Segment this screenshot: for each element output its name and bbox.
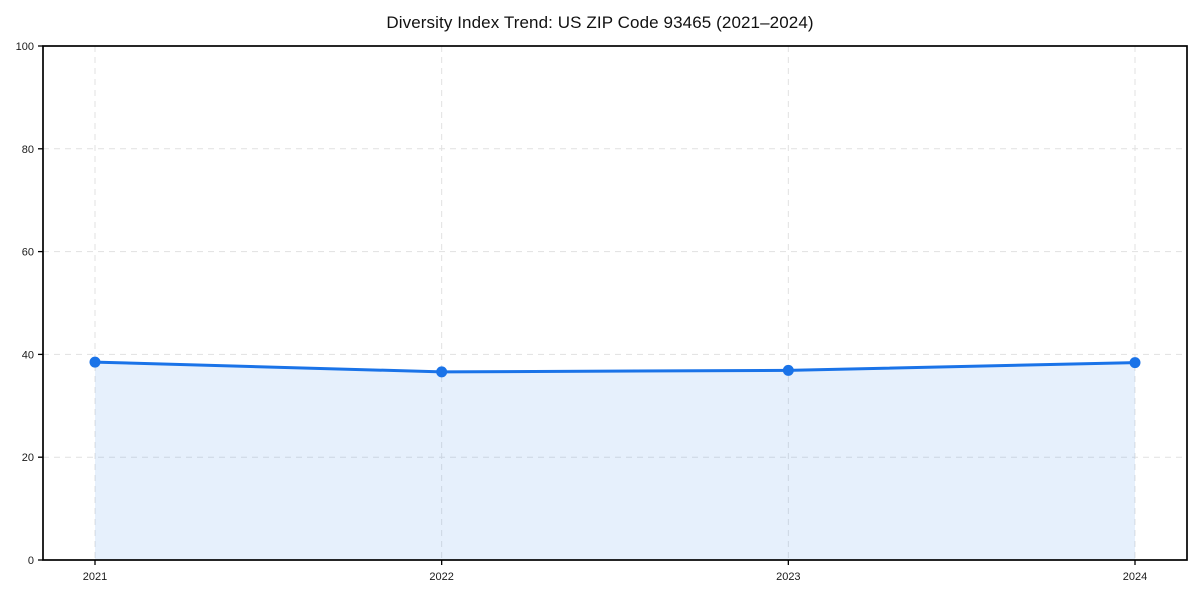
- x-tick-label: 2024: [1123, 571, 1147, 583]
- area-fill: [95, 362, 1135, 560]
- y-tick-label: 100: [16, 41, 34, 53]
- data-point-marker: [89, 356, 101, 368]
- y-tick-label: 60: [22, 247, 34, 259]
- chart-title: Diversity Index Trend: US ZIP Code 93465…: [386, 13, 814, 32]
- trend-line: [93, 360, 1137, 374]
- x-tick-label: 2021: [83, 571, 107, 583]
- axes-frame: [42, 45, 1188, 561]
- x-tick-label: 2023: [776, 571, 800, 583]
- y-tick-label: 20: [22, 452, 34, 464]
- data-point-marker: [1129, 357, 1141, 369]
- y-tick-label: 40: [22, 349, 34, 361]
- y-tick-label: 0: [28, 555, 34, 567]
- y-tick-label: 80: [22, 144, 34, 156]
- data-point-marker: [436, 366, 448, 378]
- x-tick-label: 2022: [429, 571, 453, 583]
- data-point-marker: [782, 364, 794, 376]
